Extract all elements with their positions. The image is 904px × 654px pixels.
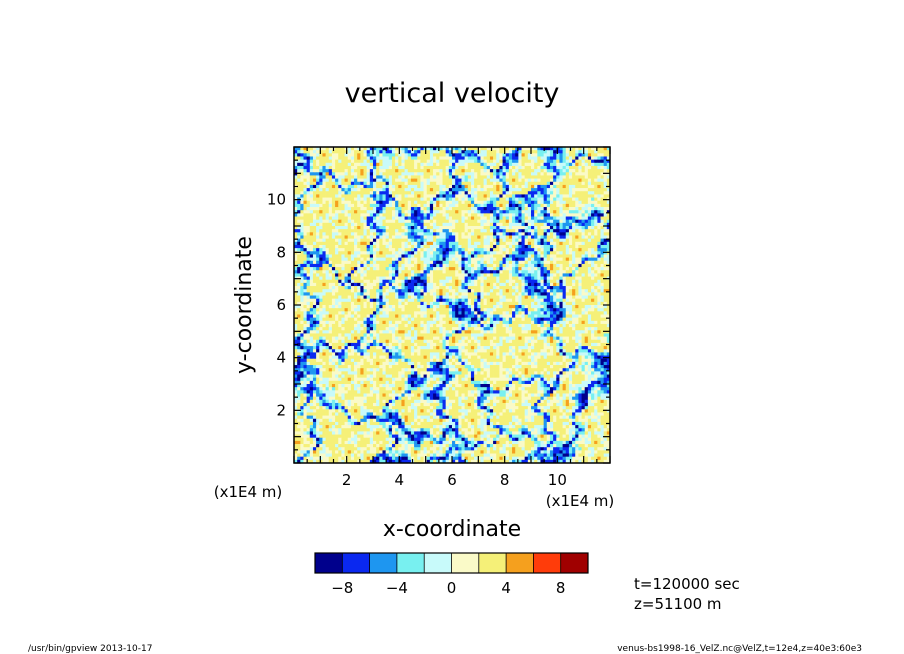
heatmap-field <box>294 147 610 463</box>
colorbar-tick-label: 0 <box>447 579 457 597</box>
y-tick-label: 2 <box>276 401 286 419</box>
y-axis-unit: (x1E4 m) <box>546 492 615 510</box>
colorbar-swatch <box>533 553 561 573</box>
colorbar-tick-label: −8 <box>331 579 353 597</box>
colorbar-swatch <box>506 553 534 573</box>
x-tick-label: 10 <box>548 471 567 489</box>
colorbar-swatch <box>478 553 507 573</box>
y-tick-label: 8 <box>276 243 286 261</box>
height-annotation: z=51100 m <box>634 595 722 613</box>
x-tick-label: 8 <box>500 471 510 489</box>
y-tick-label: 10 <box>267 191 286 209</box>
colorbar-swatch <box>369 553 398 573</box>
x-tick-label: 4 <box>395 471 405 489</box>
colorbar-swatch <box>424 553 452 573</box>
x-axis-unit: (x1E4 m) <box>214 483 283 501</box>
x-axis-label: x-coordinate <box>383 517 521 542</box>
plot-axes: 2 4 6 8 10 2 4 6 8 10 <box>267 146 611 489</box>
x-tick-label: 6 <box>447 471 457 489</box>
colorbar-swatch <box>560 553 589 573</box>
colorbar: −8 −4 0 4 8 <box>314 552 589 597</box>
colorbar-swatch <box>396 553 425 573</box>
colorbar-tick-label: 4 <box>501 579 511 597</box>
colorbar-tick-label: 8 <box>556 579 566 597</box>
colorbar-swatch <box>315 553 343 573</box>
y-axis-label: y-coordinate <box>232 236 257 374</box>
colorbar-swatch <box>342 553 370 573</box>
y-tick-label: 4 <box>276 349 286 367</box>
colorbar-tick-label: −4 <box>386 579 408 597</box>
chart-title: vertical velocity <box>345 78 560 109</box>
footer-left: /usr/bin/gpview 2013-10-17 <box>28 644 152 654</box>
colorbar-swatch <box>451 553 479 573</box>
x-tick-label: 2 <box>342 471 352 489</box>
y-tick-label: 6 <box>276 296 286 314</box>
time-annotation: t=120000 sec <box>634 575 740 593</box>
colorbar-frame <box>314 552 589 574</box>
footer-right: venus-bs1998-16_VelZ.nc@VelZ,t=12e4,z=40… <box>617 644 862 654</box>
